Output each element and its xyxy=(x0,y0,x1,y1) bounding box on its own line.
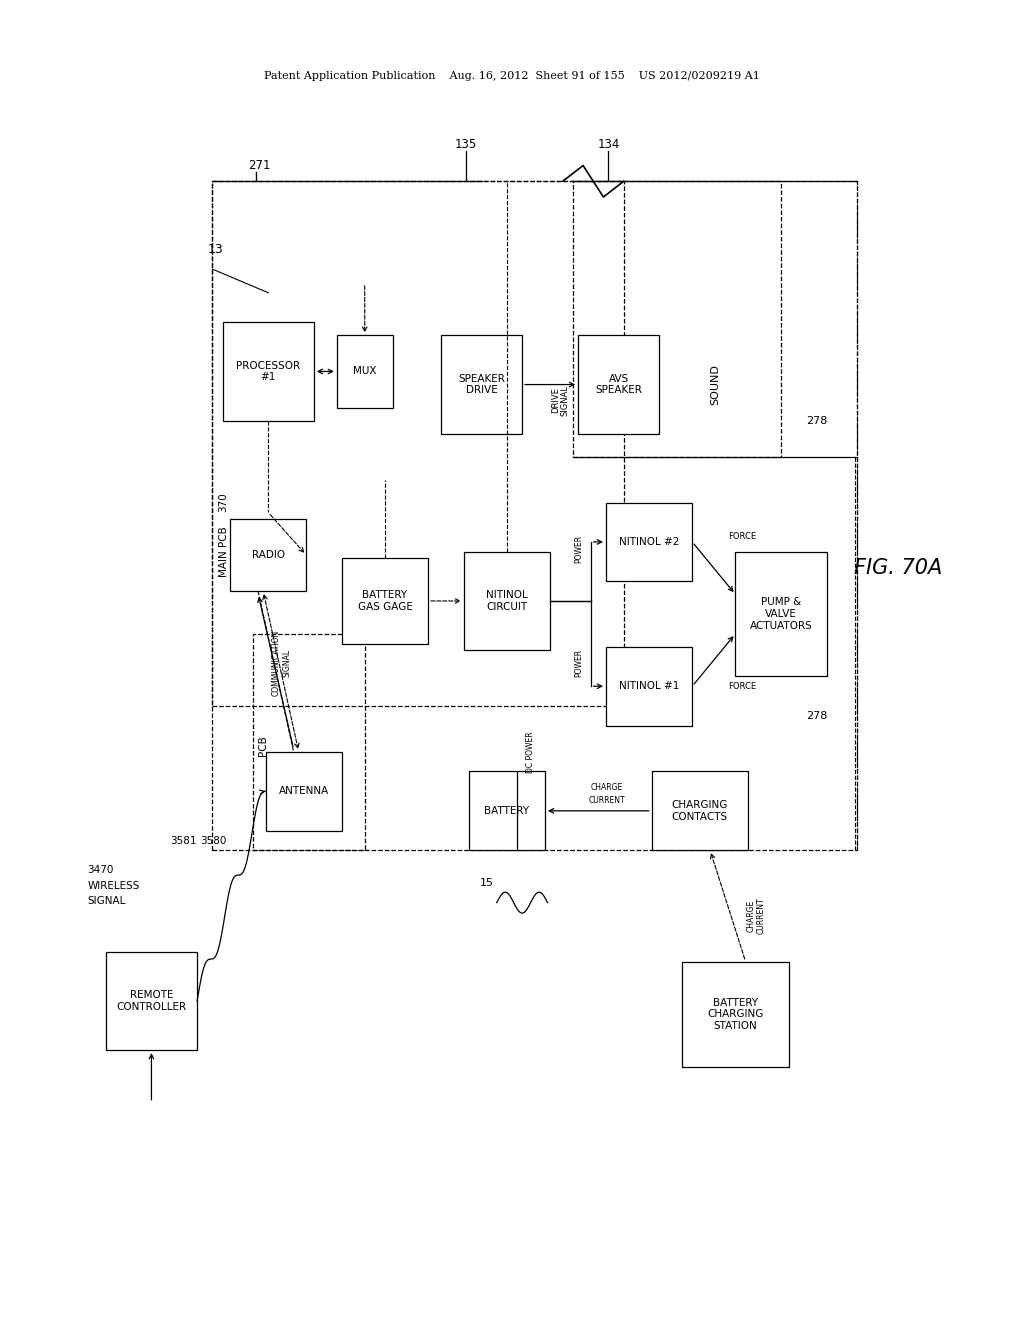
Bar xyxy=(253,634,365,850)
Bar xyxy=(342,558,428,644)
Text: AVS
SPEAKER: AVS SPEAKER xyxy=(595,374,642,396)
Bar xyxy=(464,552,550,651)
Text: DC POWER: DC POWER xyxy=(525,731,535,772)
Text: CHARGE: CHARGE xyxy=(590,783,623,792)
Text: 278: 278 xyxy=(807,416,828,426)
Bar xyxy=(651,771,749,850)
Text: SOUND: SOUND xyxy=(710,364,720,405)
Text: Patent Application Publication    Aug. 16, 2012  Sheet 91 of 155    US 2012/0209: Patent Application Publication Aug. 16, … xyxy=(264,71,760,82)
Text: MAIN PCB: MAIN PCB xyxy=(218,525,228,577)
Text: NITINOL
CIRCUIT: NITINOL CIRCUIT xyxy=(486,590,527,611)
Text: WIRELESS: WIRELESS xyxy=(87,880,140,891)
Text: PCB: PCB xyxy=(258,735,268,755)
Text: CURRENT: CURRENT xyxy=(757,898,765,935)
Text: BATTERY
GAS GAGE: BATTERY GAS GAGE xyxy=(357,590,413,611)
Bar xyxy=(573,181,781,457)
Bar xyxy=(469,771,545,850)
Bar xyxy=(606,647,692,726)
Text: PROCESSOR
#1: PROCESSOR #1 xyxy=(237,360,300,383)
Bar xyxy=(265,752,342,830)
Bar xyxy=(337,335,392,408)
Text: MUX: MUX xyxy=(353,367,377,376)
Text: 271: 271 xyxy=(248,160,270,173)
Text: BATTERY: BATTERY xyxy=(484,805,529,816)
Text: 3581: 3581 xyxy=(170,836,197,846)
Bar xyxy=(735,552,826,676)
Text: 13: 13 xyxy=(207,243,223,256)
Bar xyxy=(441,335,522,434)
Text: SIGNAL: SIGNAL xyxy=(560,385,569,416)
Text: CHARGING
CONTACTS: CHARGING CONTACTS xyxy=(672,800,728,821)
Text: 3580: 3580 xyxy=(200,836,226,846)
Text: FORCE: FORCE xyxy=(728,681,757,690)
Text: COMMUNICATION: COMMUNICATION xyxy=(271,630,281,696)
Text: BATTERY
CHARGING
STATION: BATTERY CHARGING STATION xyxy=(708,998,764,1031)
Text: 134: 134 xyxy=(597,139,620,152)
Text: CHARGE: CHARGE xyxy=(746,900,755,932)
Bar xyxy=(578,335,659,434)
Text: 15: 15 xyxy=(479,878,494,888)
Bar xyxy=(230,519,306,591)
Text: FORCE: FORCE xyxy=(728,532,757,541)
Bar xyxy=(212,181,624,706)
Text: SIGNAL: SIGNAL xyxy=(282,648,291,677)
Text: FIG. 70A: FIG. 70A xyxy=(854,558,942,578)
Bar xyxy=(105,952,198,1051)
Bar xyxy=(212,181,857,850)
Text: 3470: 3470 xyxy=(87,865,114,875)
Text: 278: 278 xyxy=(807,711,828,721)
Text: ANTENNA: ANTENNA xyxy=(279,787,329,796)
Text: POWER: POWER xyxy=(574,535,584,562)
Text: NITINOL #1: NITINOL #1 xyxy=(618,681,679,692)
Bar xyxy=(682,962,788,1067)
Text: POWER: POWER xyxy=(574,648,584,677)
Text: 370: 370 xyxy=(218,492,228,512)
Text: SPEAKER
DRIVE: SPEAKER DRIVE xyxy=(458,374,505,396)
Text: 135: 135 xyxy=(456,139,477,152)
Text: PUMP &
VALVE
ACTUATORS: PUMP & VALVE ACTUATORS xyxy=(750,598,812,631)
Text: REMOTE
CONTROLLER: REMOTE CONTROLLER xyxy=(117,990,186,1012)
Text: RADIO: RADIO xyxy=(252,550,285,560)
Text: NITINOL #2: NITINOL #2 xyxy=(618,537,679,546)
Text: SIGNAL: SIGNAL xyxy=(87,896,126,907)
Bar xyxy=(222,322,314,421)
Text: DRIVE: DRIVE xyxy=(551,387,560,413)
Text: CURRENT: CURRENT xyxy=(588,796,625,805)
Bar xyxy=(606,503,692,581)
